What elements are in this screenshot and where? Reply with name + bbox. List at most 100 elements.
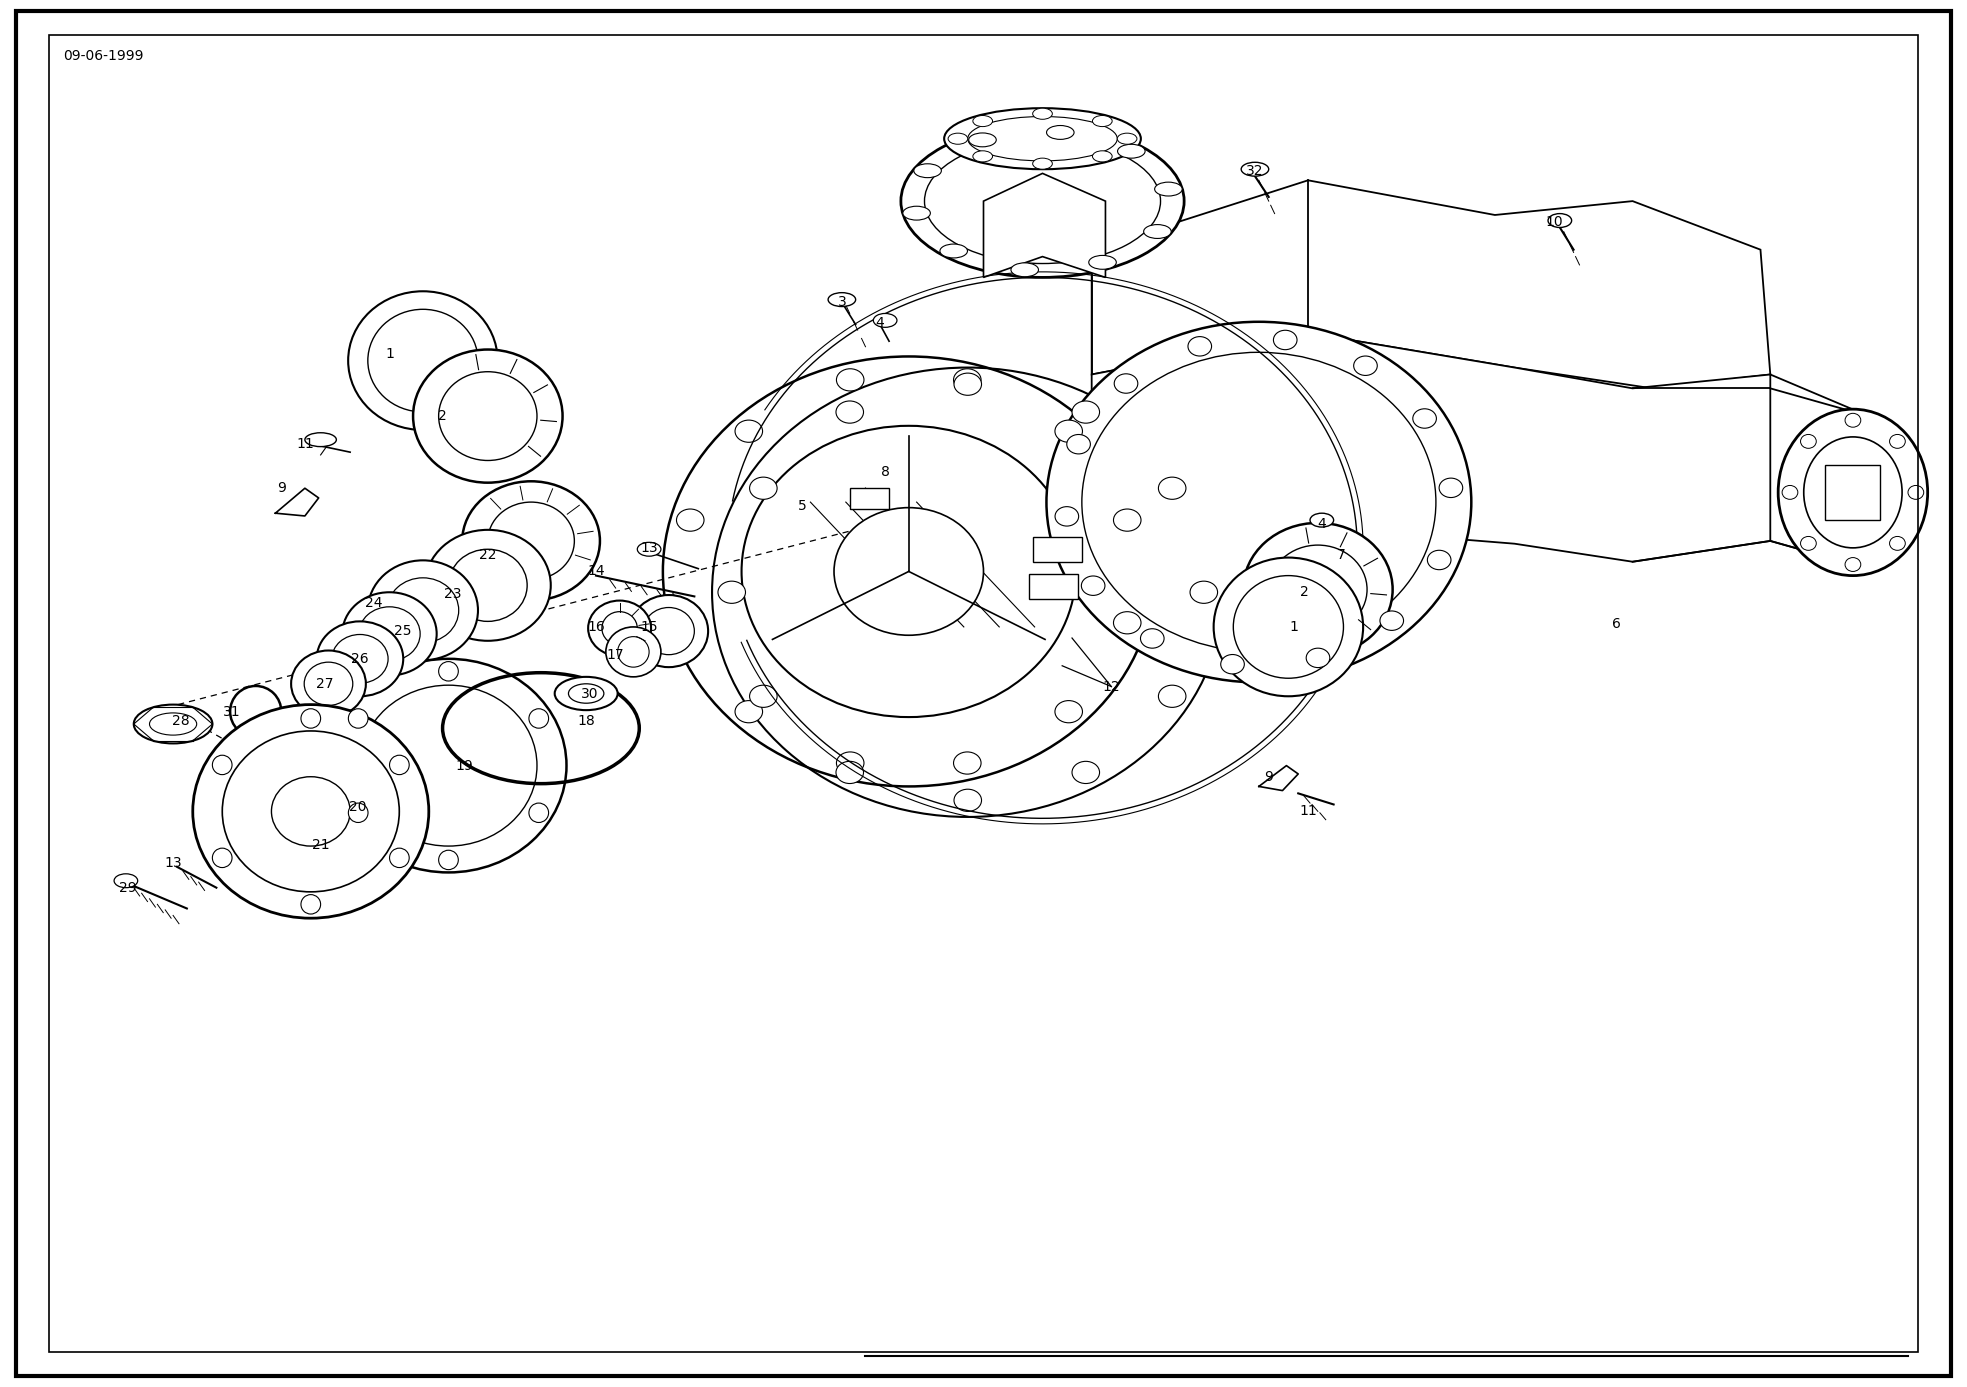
- Ellipse shape: [718, 581, 745, 603]
- Ellipse shape: [901, 125, 1184, 277]
- Ellipse shape: [974, 115, 993, 126]
- Ellipse shape: [1440, 479, 1463, 498]
- Text: 2: 2: [439, 409, 447, 423]
- Ellipse shape: [1054, 700, 1082, 723]
- Text: 4: 4: [875, 316, 883, 330]
- Ellipse shape: [1804, 437, 1902, 548]
- Ellipse shape: [301, 709, 321, 728]
- Ellipse shape: [968, 133, 995, 147]
- Text: 22: 22: [480, 548, 496, 562]
- Ellipse shape: [1072, 401, 1100, 423]
- Ellipse shape: [389, 849, 409, 868]
- Ellipse shape: [462, 481, 600, 601]
- Text: 27: 27: [317, 677, 332, 691]
- Ellipse shape: [291, 651, 366, 717]
- Text: 26: 26: [352, 652, 368, 666]
- Text: 30: 30: [582, 687, 598, 700]
- Ellipse shape: [1113, 374, 1137, 394]
- Ellipse shape: [1092, 115, 1111, 126]
- Ellipse shape: [1082, 576, 1105, 595]
- Ellipse shape: [836, 761, 864, 784]
- Bar: [850, 488, 889, 509]
- Ellipse shape: [736, 700, 763, 723]
- Ellipse shape: [360, 685, 537, 846]
- Ellipse shape: [1310, 513, 1334, 527]
- Ellipse shape: [1306, 648, 1330, 667]
- Ellipse shape: [555, 677, 618, 710]
- Ellipse shape: [305, 433, 336, 447]
- Ellipse shape: [330, 659, 566, 872]
- Ellipse shape: [1117, 144, 1145, 158]
- Ellipse shape: [1033, 158, 1052, 169]
- Ellipse shape: [1092, 151, 1111, 162]
- Ellipse shape: [488, 502, 574, 580]
- Text: 15: 15: [641, 620, 657, 634]
- Ellipse shape: [1269, 545, 1367, 634]
- Ellipse shape: [1845, 413, 1861, 427]
- Ellipse shape: [1353, 356, 1377, 376]
- Ellipse shape: [114, 874, 138, 888]
- Ellipse shape: [834, 508, 984, 635]
- Ellipse shape: [606, 627, 661, 677]
- Ellipse shape: [924, 139, 1161, 264]
- Ellipse shape: [358, 608, 421, 662]
- Ellipse shape: [439, 662, 458, 681]
- Ellipse shape: [588, 601, 651, 656]
- Polygon shape: [1092, 333, 1308, 569]
- Ellipse shape: [663, 356, 1155, 786]
- Polygon shape: [1308, 333, 1770, 562]
- Ellipse shape: [222, 731, 399, 892]
- Ellipse shape: [348, 291, 498, 430]
- Ellipse shape: [301, 895, 321, 914]
- Text: 23: 23: [445, 587, 460, 601]
- Text: 11: 11: [1298, 804, 1318, 818]
- Text: 20: 20: [350, 800, 366, 814]
- Ellipse shape: [1011, 264, 1039, 277]
- Ellipse shape: [271, 777, 350, 846]
- Polygon shape: [984, 173, 1105, 277]
- Ellipse shape: [742, 426, 1076, 717]
- Ellipse shape: [954, 373, 982, 395]
- Ellipse shape: [439, 850, 458, 870]
- Ellipse shape: [1054, 420, 1082, 442]
- Ellipse shape: [1381, 610, 1404, 630]
- Ellipse shape: [348, 803, 368, 822]
- Bar: [1029, 574, 1078, 599]
- Ellipse shape: [212, 849, 232, 868]
- Ellipse shape: [193, 705, 429, 918]
- Text: 09-06-1999: 09-06-1999: [63, 49, 144, 62]
- Ellipse shape: [629, 595, 708, 667]
- Ellipse shape: [387, 578, 458, 642]
- Text: 9: 9: [277, 481, 285, 495]
- Ellipse shape: [149, 713, 197, 735]
- Polygon shape: [1092, 180, 1770, 388]
- Ellipse shape: [677, 509, 704, 531]
- Ellipse shape: [1800, 434, 1816, 448]
- Text: 2: 2: [1300, 585, 1308, 599]
- Ellipse shape: [342, 592, 437, 675]
- Ellipse shape: [954, 789, 982, 811]
- Text: 21: 21: [313, 838, 328, 852]
- Ellipse shape: [389, 756, 409, 774]
- Text: 19: 19: [454, 759, 474, 773]
- Ellipse shape: [1046, 322, 1471, 682]
- Ellipse shape: [1222, 655, 1245, 674]
- Text: 3: 3: [838, 295, 846, 309]
- Ellipse shape: [1782, 485, 1798, 499]
- Ellipse shape: [1412, 409, 1436, 429]
- Text: 11: 11: [295, 437, 315, 451]
- Ellipse shape: [529, 709, 549, 728]
- Ellipse shape: [736, 420, 763, 442]
- Ellipse shape: [1155, 182, 1182, 196]
- Text: 13: 13: [165, 856, 181, 870]
- Text: 1: 1: [1290, 620, 1298, 634]
- Text: 10: 10: [1546, 215, 1562, 229]
- Text: 17: 17: [608, 648, 624, 662]
- Ellipse shape: [425, 530, 551, 641]
- Ellipse shape: [368, 560, 478, 660]
- Ellipse shape: [134, 705, 212, 743]
- Text: 9: 9: [1265, 770, 1273, 784]
- Ellipse shape: [643, 608, 694, 655]
- Ellipse shape: [568, 684, 604, 703]
- Bar: [1033, 537, 1082, 562]
